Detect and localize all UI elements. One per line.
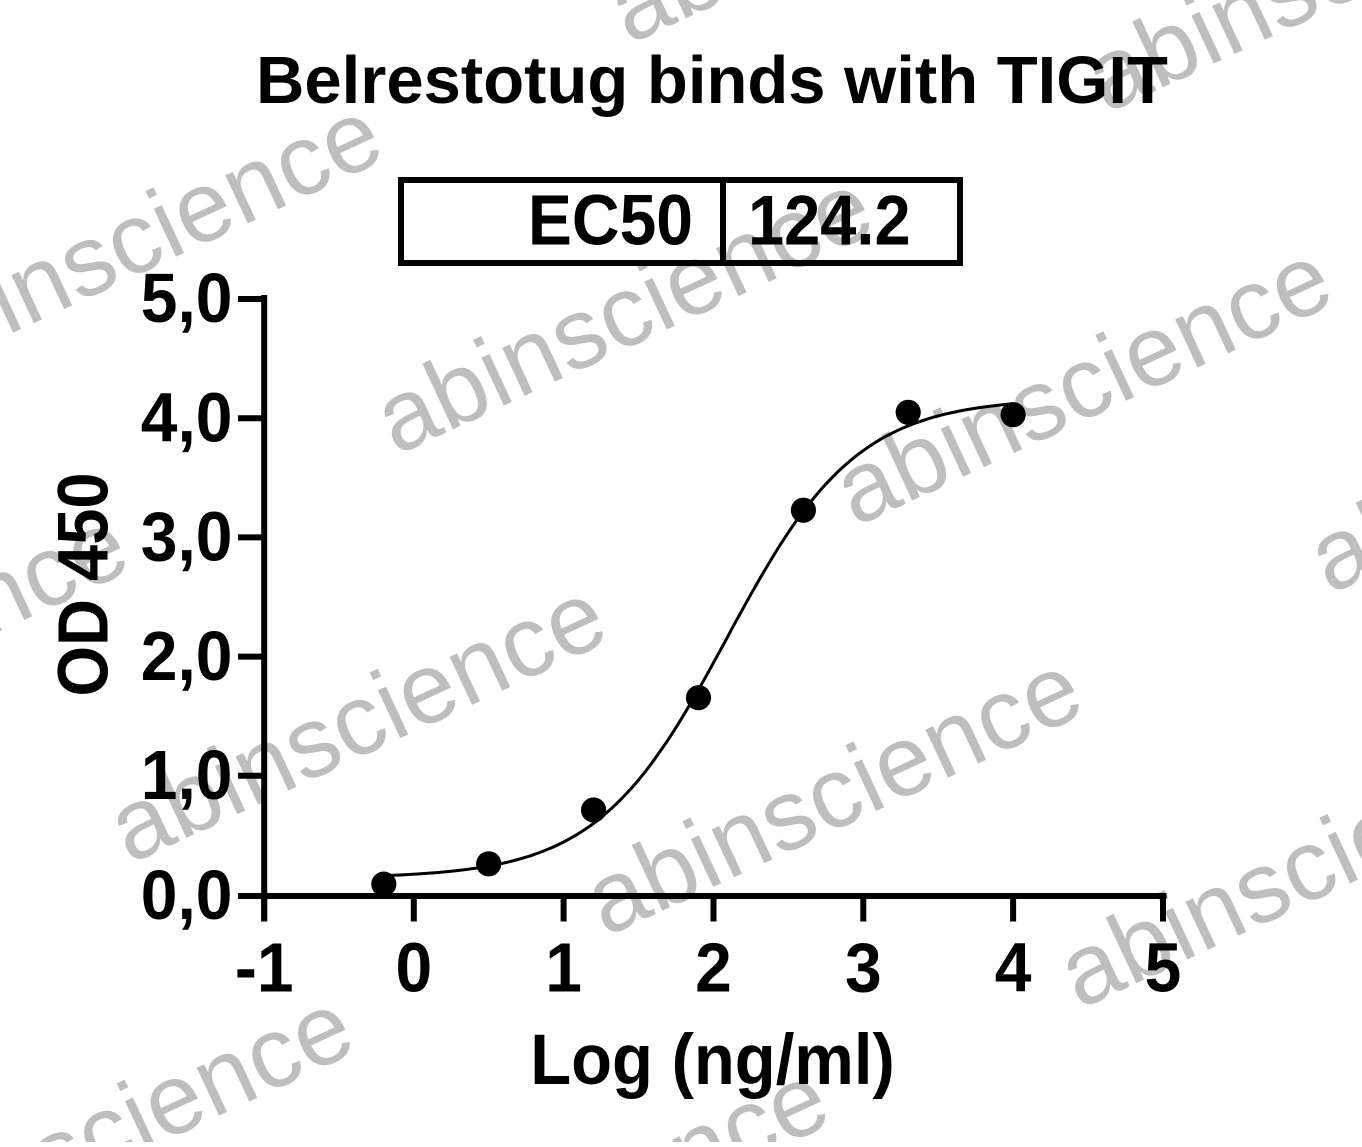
svg-text:5: 5 [1145,930,1182,1007]
svg-text:124.2: 124.2 [748,182,911,260]
svg-text:2: 2 [695,930,732,1007]
svg-text:EC50: EC50 [528,180,693,260]
svg-text:4: 4 [995,930,1032,1007]
svg-text:1,0: 1,0 [141,738,233,815]
svg-text:3,0: 3,0 [141,499,233,576]
svg-text:-1: -1 [235,930,294,1007]
svg-text:0: 0 [395,930,432,1007]
svg-text:4,0: 4,0 [141,380,233,457]
svg-text:0,0: 0,0 [141,858,233,935]
svg-text:Log (ng/ml): Log (ng/ml) [530,1020,895,1099]
svg-text:3: 3 [845,930,882,1007]
svg-text:5,0: 5,0 [141,261,233,338]
svg-text:1: 1 [545,930,582,1007]
svg-text:2,0: 2,0 [141,618,233,695]
svg-text:OD 450: OD 450 [43,473,123,697]
svg-text:Belrestotug binds with TIGIT: Belrestotug binds with TIGIT [256,43,1168,118]
